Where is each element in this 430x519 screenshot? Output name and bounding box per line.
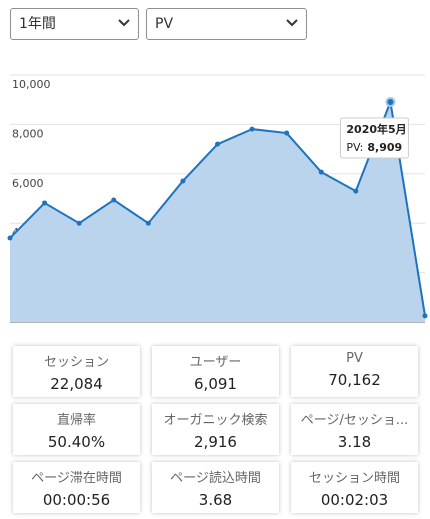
point [353, 188, 359, 194]
stat-label: 直帰率 [56, 413, 96, 428]
metric-select[interactable]: PV [146, 8, 307, 40]
stat-value: 70,162 [328, 371, 381, 389]
point [111, 197, 117, 203]
point [284, 130, 290, 136]
tooltip-title: 2020年5月 [346, 122, 406, 136]
stat-label: ページ/セッショ... [300, 413, 409, 428]
tooltip-box [339, 117, 409, 159]
stat-label: ページ読込時間 [170, 471, 261, 486]
stat-value: 3.68 [198, 491, 233, 509]
point [249, 126, 255, 132]
stat-value: 00:02:03 [320, 491, 389, 509]
area-fill [10, 101, 425, 323]
y-tick-label: 10,000 [12, 78, 51, 91]
chevron [118, 19, 130, 27]
point-highlight [385, 96, 396, 107]
tooltip-label: PV: [346, 141, 363, 154]
select-text: PV [155, 16, 174, 32]
point [422, 313, 428, 319]
stat-label: セッション時間 [308, 471, 400, 486]
stat-label: セッション [43, 355, 109, 370]
stat-label: オーガニック検索 [163, 413, 268, 428]
y-tick-label: 6,000 [12, 177, 44, 190]
point [76, 220, 82, 226]
point [180, 178, 186, 184]
stat-card: PV 70,162 [291, 346, 418, 397]
point [42, 200, 48, 206]
tooltip-value: 8,909 [367, 141, 402, 154]
point [215, 141, 220, 147]
stat-card: ページ滞在時間 00:00:56 [13, 462, 140, 513]
stat-value: 3.18 [337, 433, 372, 451]
chevron [286, 19, 298, 27]
stat-card: セッション 22,084 [13, 346, 140, 397]
point [318, 169, 324, 175]
stat-value: 50.40% [47, 433, 106, 451]
stat-label: ユーザー [189, 355, 242, 370]
stat-card: 直帰率 50.40% [13, 404, 140, 455]
point [145, 220, 151, 226]
stat-label: PV [346, 351, 363, 366]
select-text: 1年間 [19, 16, 56, 32]
stat-value: 2,916 [194, 433, 237, 451]
stat-value: 6,091 [194, 375, 237, 393]
tooltip: 2020年5月 PV: 8,909 [339, 117, 409, 159]
chart: 2,0004,0006,0008,00010,0002020年5月PV:8,90… [7, 74, 428, 323]
stat-card: ユーザー 6,091 [152, 346, 279, 397]
stat-label: ページ滞在時間 [31, 471, 122, 486]
period-select[interactable]: 1年間 [10, 8, 139, 40]
y-tick-label: 8,000 [12, 127, 44, 140]
tooltip-body: PV: 8,909 [346, 141, 402, 154]
stat-card: セッション時間 00:02:03 [291, 462, 418, 513]
stat-card: オーガニック検索 2,916 [152, 404, 279, 455]
stat-card: ページ読込時間 3.68 [152, 462, 279, 513]
stat-value: 22,084 [50, 375, 103, 393]
stat-value: 00:00:56 [42, 491, 111, 509]
point [7, 235, 13, 241]
stat-card: ページ/セッショ... 3.18 [291, 404, 418, 455]
